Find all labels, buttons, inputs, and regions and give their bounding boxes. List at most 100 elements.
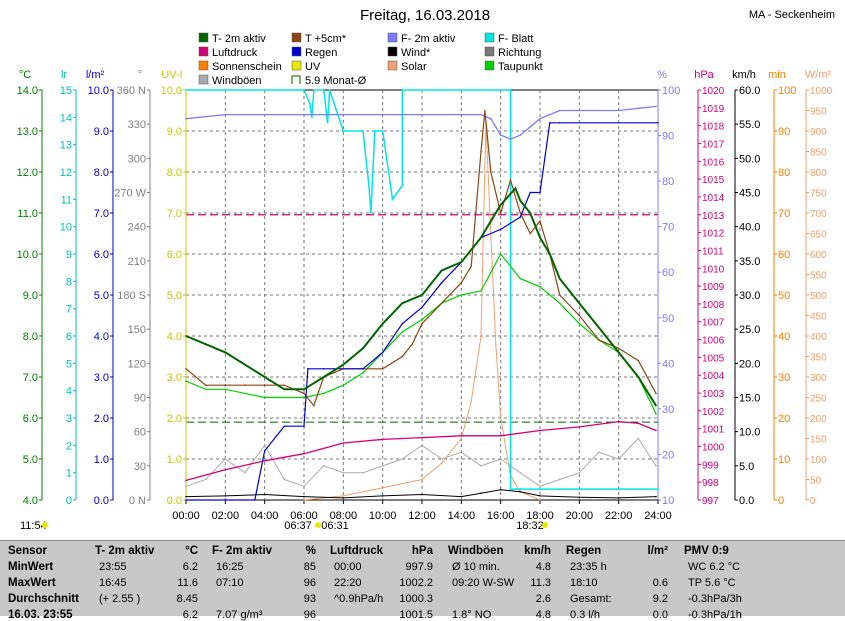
data-point [254,499,256,501]
data-point [655,404,657,407]
tick-label: 0 [66,495,72,507]
data-point [303,388,305,391]
data-point [655,465,657,467]
data-point [224,388,227,391]
table-cell: 16:45 [99,577,127,589]
table-cell: 4.8 [535,609,551,621]
data-point [539,220,541,222]
tick-label: 100 [662,85,680,97]
tick-label: 7 [66,304,72,316]
data-point [578,496,581,499]
tick-label: 13.0 [17,126,38,138]
chart-title: Freitag, 16.03.2018 [360,7,490,24]
tick-label: 8.0 [167,167,182,179]
data-point [283,425,286,428]
table-cell: ^0.9hPa/h [334,593,384,605]
x-tick-label: 10:00 [369,510,397,522]
data-point [307,368,309,370]
tick-label: 100 [810,455,827,466]
data-point [313,404,315,407]
table-cell: 85 [303,561,316,573]
tick-label: 900 [810,127,827,138]
table-cell: Sensor [8,545,47,557]
data-point [283,388,286,391]
tick-label: 1019 [702,104,725,115]
data-point [549,122,551,124]
tick-label: 100 [778,85,796,97]
data-point [263,460,266,462]
tick-label: 60 [662,267,674,279]
table-cell: 16:25 [216,561,244,573]
data-point [470,400,473,403]
data-point [185,380,187,382]
legend-label: T +5cm* [305,33,347,45]
tick-label: 50 [810,476,822,487]
tick-label: 7.0 [94,208,109,220]
tick-label: 60 [134,427,146,439]
data-point [578,302,581,305]
data-point [539,286,541,288]
data-point [322,465,325,467]
tick-label: 1013 [702,211,725,222]
tick-label: 450 [810,312,827,323]
data-point [529,191,531,194]
data-point [185,485,187,488]
axis-unit-label: min [768,69,786,81]
tick-label: 1009 [702,282,725,293]
tick-label: 0 N [129,495,146,507]
table-cell: F- 2m aktiv [212,545,273,557]
dawn-time: 06:31 [321,520,349,532]
data-point [224,458,227,460]
data-point [263,384,266,387]
legend-swatch [387,60,398,71]
data-point [655,105,657,108]
tick-label: 997 [702,496,719,507]
data-point [484,109,486,112]
tick-label: 40.0 [739,222,760,234]
data-point [381,351,384,354]
tick-label: 5.0 [94,290,109,302]
legend-label: Richtung [498,47,541,59]
data-point [460,113,463,116]
data-point [244,363,246,366]
data-point [499,89,502,91]
data-point [342,497,345,499]
table-cell: l/m² [647,545,668,557]
data-point [529,488,531,490]
data-point [655,429,657,432]
data-point [490,117,492,120]
tick-label: 30 [778,372,790,384]
data-point [391,198,394,201]
data-point [303,392,305,395]
x-tick-label: 12:00 [408,510,436,522]
data-point [322,89,325,91]
tick-label: 70 [778,208,790,220]
data-point [401,302,404,305]
data-point [185,499,187,501]
tick-label: 60.0 [739,85,760,97]
data-point [519,277,522,280]
data-point [598,339,600,341]
data-point [519,216,522,218]
table-cell: 0.0 [652,609,668,621]
tick-label: 1.0 [167,454,182,466]
data-point [185,368,187,370]
table-cell: 2.6 [535,593,551,605]
tick-label: 998 [702,478,719,489]
sunset-time: 18:32 [516,520,544,532]
tick-label: 80 [778,167,790,179]
data-point [421,113,423,116]
legend-swatch [198,60,209,71]
tick-label: 4.0 [94,331,109,343]
legend-swatch [198,74,209,85]
tick-label: 11.0 [17,208,38,220]
data-point [657,122,659,124]
data-point [362,368,364,370]
table-cell: 1.8° NO [452,609,492,621]
table-cell: PMV 0:9 [684,545,729,557]
data-point [421,444,423,447]
data-point [401,458,404,460]
data-point [342,363,345,366]
data-point [322,392,325,395]
tick-label: 30.0 [739,290,760,302]
